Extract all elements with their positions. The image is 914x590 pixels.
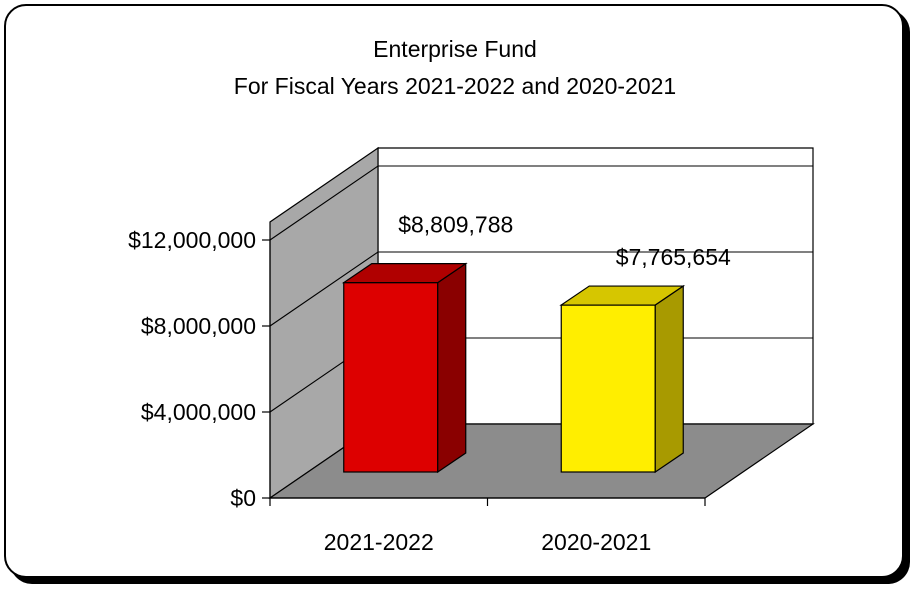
y-tick-label: $12,000,000	[128, 227, 256, 253]
y-tick-label: $8,000,000	[141, 313, 256, 339]
category-label: 2020-2021	[541, 529, 651, 555]
gridline	[269, 165, 813, 241]
axes	[262, 239, 706, 506]
chart-title-line-2: For Fiscal Years 2021-2022 and 2020-2021	[234, 73, 676, 99]
gridline	[269, 251, 813, 327]
chart-title: Enterprise Fund For Fiscal Years 2021-20…	[234, 36, 676, 99]
bar-top-2021-2022	[341, 262, 468, 284]
bar-side-2021-2022	[437, 262, 467, 474]
chart-title-line-1: Enterprise Fund	[373, 36, 537, 62]
bar-side-2020-2021	[654, 284, 684, 474]
data-label: $7,765,654	[616, 244, 731, 270]
bar-2021-2022	[343, 281, 439, 473]
data-label: $8,809,788	[398, 212, 513, 238]
y-tick-label: $0	[230, 485, 256, 511]
bar-top-2020-2021	[559, 285, 686, 306]
bar-2020-2021	[560, 304, 656, 473]
category-label: 2021-2022	[324, 529, 434, 555]
bars	[341, 262, 686, 474]
labels: 2021-2022 $8,809,788 2020-2021 $7,765,654 $0…	[128, 212, 731, 555]
y-tick-label: $4,000,000	[141, 399, 256, 425]
